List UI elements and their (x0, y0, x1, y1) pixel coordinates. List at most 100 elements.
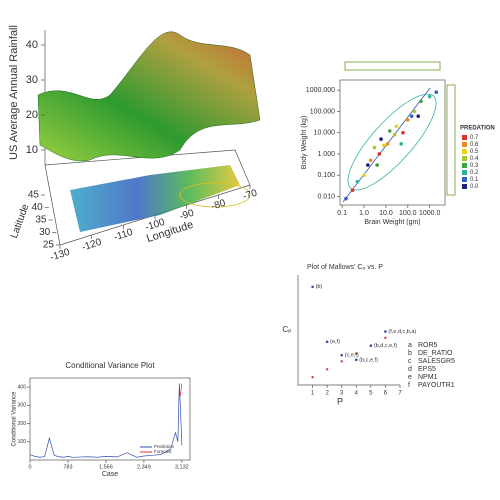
y-label: Conditional Variance (12, 391, 18, 447)
point-label: (c,e,f) (345, 353, 359, 359)
z-label: US Average Annual Rainfall (8, 25, 20, 160)
series-line (29, 383, 183, 458)
key-name: SALESGR5 (418, 358, 455, 365)
point (366, 163, 370, 167)
key-name: ROR5 (418, 342, 438, 349)
x-tick-label: 2 (325, 391, 329, 397)
x-tick-label: 2,349 (137, 464, 151, 470)
x-tick-label: 0 (28, 464, 31, 470)
key-code: c (408, 358, 412, 365)
reference-point (311, 375, 314, 379)
legend-swatch (462, 184, 467, 189)
legend-swatch (462, 156, 467, 161)
confidence-ellipse (347, 93, 437, 191)
legend-label: 0.3 (470, 163, 479, 169)
title: Conditional Variance Plot (65, 361, 155, 370)
y-label: Latitude (9, 202, 32, 240)
x-tick-label: 10.0 (379, 210, 393, 217)
point (377, 152, 382, 156)
key-name: DE_RATIO (418, 350, 453, 357)
plot-frame (29, 377, 191, 461)
z-tick-label: 20 (26, 109, 38, 121)
reference-point (355, 352, 358, 355)
legend-swatch (462, 163, 467, 168)
point (399, 142, 404, 146)
y-tick-label: 0.010 (317, 193, 335, 200)
point (401, 130, 405, 135)
point (340, 353, 344, 357)
point (416, 114, 421, 118)
x-tick-label: 1,566 (99, 464, 113, 470)
point (381, 143, 386, 148)
point (384, 330, 387, 333)
point (385, 142, 390, 146)
point (427, 94, 432, 99)
key-name: PAYOUTR1 (418, 382, 455, 389)
point (372, 145, 377, 150)
key-name: EPS5 (418, 366, 436, 373)
point (379, 137, 383, 141)
point (354, 358, 358, 362)
legend-label: Prediction (154, 444, 175, 449)
point (369, 344, 373, 348)
key-code: a (408, 342, 412, 349)
y-tick-label: 0.100 (317, 172, 335, 179)
series-line (179, 383, 183, 397)
map (70, 165, 240, 232)
legend-swatch (462, 177, 467, 182)
y-tick-label: 25 (43, 240, 55, 251)
key-name: NPM1 (418, 374, 438, 381)
y-tick-label: 40 (32, 202, 44, 213)
point-label: (e,f) (330, 339, 340, 345)
legend-swatch (462, 142, 467, 147)
point (350, 188, 355, 192)
legend-swatch (462, 135, 467, 140)
y-tick-label: 45 (28, 190, 40, 201)
legend-label: 0.2 (470, 170, 479, 176)
y-tick-label: 400 (18, 384, 27, 390)
key-code: e (408, 374, 412, 381)
point (412, 109, 417, 114)
x-tick-label: -90 (178, 208, 196, 223)
y-tick-label: 1.000 (317, 151, 335, 158)
legend-label: 0.7 (470, 135, 479, 141)
point (311, 285, 314, 289)
axes (297, 275, 400, 386)
z-tick-label: 30 (26, 74, 38, 86)
legend-label: 0.5 (470, 149, 479, 155)
x-tick-label: 1.0 (359, 210, 369, 217)
point (406, 118, 410, 122)
y-label: Cₚ (282, 325, 291, 334)
legend-title: PREDATION (460, 126, 495, 132)
y-tick-label: 100 (18, 439, 27, 445)
point-label: (f,e,d,c,b,a) (388, 329, 416, 335)
key-code: f (408, 382, 410, 389)
point (394, 124, 399, 129)
reference-point (325, 368, 329, 371)
y-tick-label: 30 (39, 227, 51, 238)
x-tick-label: 3,132 (175, 464, 189, 470)
reference-point (340, 360, 343, 363)
x-label: Brain Weight (gm) (364, 219, 420, 226)
contour (179, 182, 251, 208)
surface (37, 31, 261, 162)
legend-label: 0.1 (470, 177, 479, 183)
y-tick-label: 200 (18, 421, 27, 427)
x-tick-label: 5 (369, 391, 373, 397)
key-code: b (408, 350, 412, 357)
point (409, 114, 414, 118)
point-label: (b,d,c,e,f) (374, 343, 397, 349)
point (419, 99, 423, 104)
x-label: Case (102, 471, 118, 478)
legend-label: 0.0 (470, 184, 479, 190)
marginal-box (446, 84, 456, 196)
y-label: Body Weight (kg) (301, 116, 308, 170)
x-tick-label: 1000.0 (419, 210, 441, 217)
point (344, 196, 348, 201)
point (375, 163, 379, 167)
point (434, 90, 439, 95)
reference-point (384, 336, 387, 340)
x-tick-label: -80 (210, 198, 228, 213)
x-tick-label: 783 (63, 464, 72, 470)
legend-label: 0.4 (470, 156, 479, 162)
